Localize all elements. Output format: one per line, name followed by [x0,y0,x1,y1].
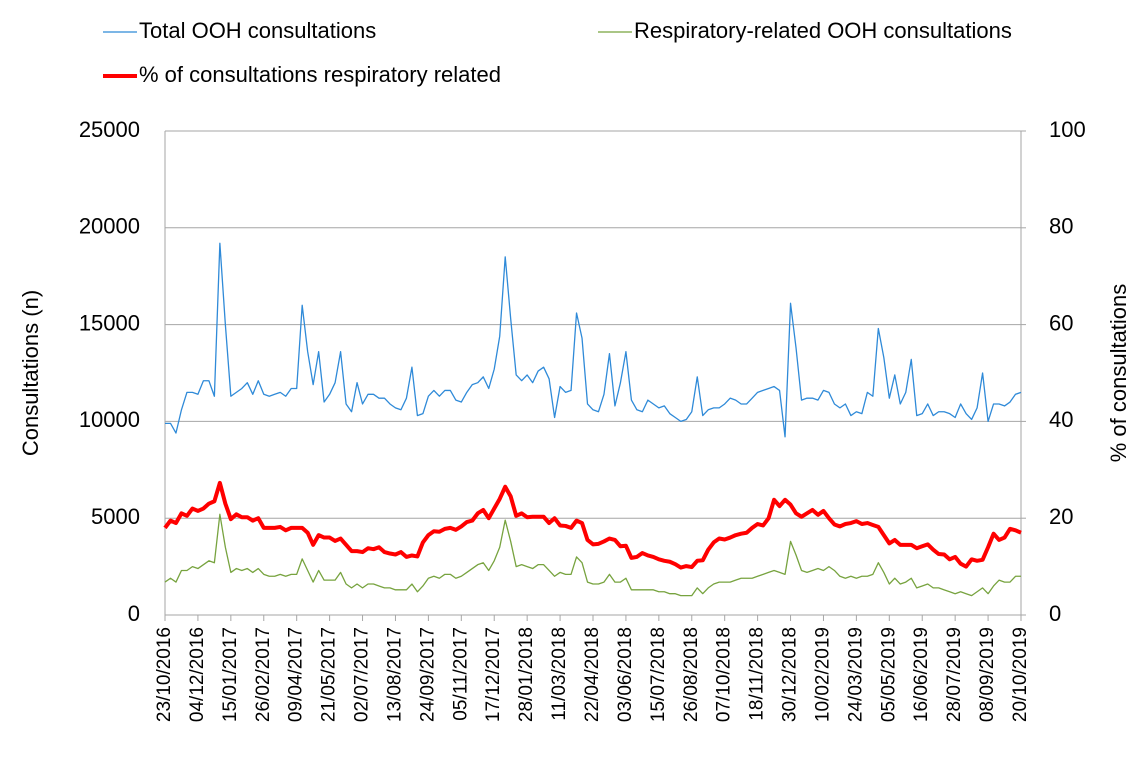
x-tick-label: 26/02/2017 [253,627,274,722]
x-tick-label: 16/06/2019 [911,627,932,722]
legend-label: Total OOH consultations [139,18,376,43]
y-tick-label: 25000 [79,117,140,142]
x-tick-label: 24/03/2019 [845,627,866,722]
series-line [165,242,1022,438]
x-tick-label: 28/07/2019 [944,627,965,722]
x-tick-label: 07/10/2018 [714,627,735,722]
legend-label: Respiratory-related OOH consultations [634,18,1012,43]
y2-tick-label: 80 [1049,214,1073,239]
y-tick-label: 5000 [91,504,140,529]
x-tick-label: 08/09/2019 [977,627,998,722]
y2-tick-label: 20 [1049,504,1073,529]
x-tick-label: 20/10/2019 [1010,627,1031,722]
y-tick-label: 20000 [79,214,140,239]
y-tick-label: 0 [128,601,140,626]
series-line [163,480,1022,570]
y2-tick-label: 0 [1049,601,1061,626]
x-tick-label: 18/11/2018 [747,627,768,721]
x-tick-label: 10/02/2019 [812,627,833,722]
x-tick-label: 23/10/2016 [154,627,175,722]
y2-tick-label: 100 [1049,117,1086,142]
y-tick-label: 10000 [79,407,140,432]
x-tick-label: 15/01/2017 [220,627,241,722]
x-tick-label: 24/09/2017 [417,627,438,722]
x-tick-label: 30/12/2018 [780,627,801,722]
x-tick-label: 09/04/2017 [286,627,307,722]
x-tick-label: 05/11/2017 [450,627,471,721]
y-tick-label: 15000 [79,310,140,335]
y2-tick-label: 40 [1049,407,1073,432]
series-line [164,513,1021,597]
x-tick-label: 04/12/2016 [187,627,208,722]
y-axis-title: Consultations (n) [18,290,43,456]
x-tick-label: 13/08/2017 [384,627,405,722]
legend-label: % of consultations respiratory related [139,62,501,87]
x-tick-label: 15/07/2018 [648,627,669,722]
x-tick-label: 05/05/2019 [878,627,899,722]
x-tick-label: 22/04/2018 [582,627,603,722]
x-tick-label: 28/01/2018 [516,627,537,722]
x-tick-label: 26/08/2018 [681,627,702,722]
y2-tick-label: 60 [1049,310,1073,335]
x-tick-label: 03/06/2018 [615,627,636,722]
x-tick-label: 17/12/2017 [483,627,504,722]
y2-axis-title: % of consultations [1106,284,1131,463]
x-tick-label: 02/07/2017 [352,627,373,722]
x-tick-label: 11/03/2018 [549,627,570,721]
x-tick-label: 21/05/2017 [319,627,340,722]
